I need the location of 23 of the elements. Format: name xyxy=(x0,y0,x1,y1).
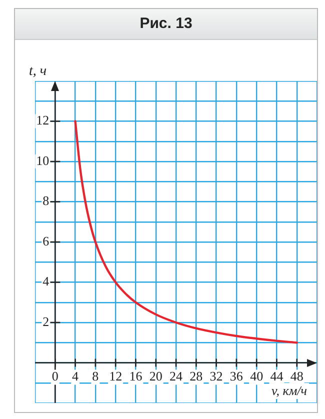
x-axis-title: v, км/ч xyxy=(270,383,309,399)
x-tick-label: 8 xyxy=(92,368,99,384)
x-tick-label: 4 xyxy=(72,368,80,384)
y-tick-label: 4 xyxy=(42,274,50,289)
x-tick-label: 0 xyxy=(52,368,58,384)
x-tick-label: 24 xyxy=(170,368,183,384)
x-tick-label: 20 xyxy=(149,368,162,384)
y-tick-label: 6 xyxy=(42,233,50,248)
chart-title: Рис. 13 xyxy=(15,9,317,40)
y-tick-label: 10 xyxy=(36,152,50,168)
x-tick-label: 36 xyxy=(230,368,244,384)
x-tick-label: 28 xyxy=(190,368,203,384)
x-tick-label: 44 xyxy=(270,368,284,384)
x-tick-label: 32 xyxy=(210,368,223,384)
x-tick-label: 40 xyxy=(250,368,264,384)
x-tick-label: 12 xyxy=(109,368,122,384)
x-tick-label: 16 xyxy=(129,368,143,384)
y-tick-label: 12 xyxy=(36,112,50,128)
line-series xyxy=(74,120,298,344)
y-tick-label: 8 xyxy=(42,193,50,208)
y-tick-label: 2 xyxy=(42,314,50,329)
x-tick-label: 48 xyxy=(290,368,304,384)
y-axis-title: t, ч xyxy=(29,64,47,80)
